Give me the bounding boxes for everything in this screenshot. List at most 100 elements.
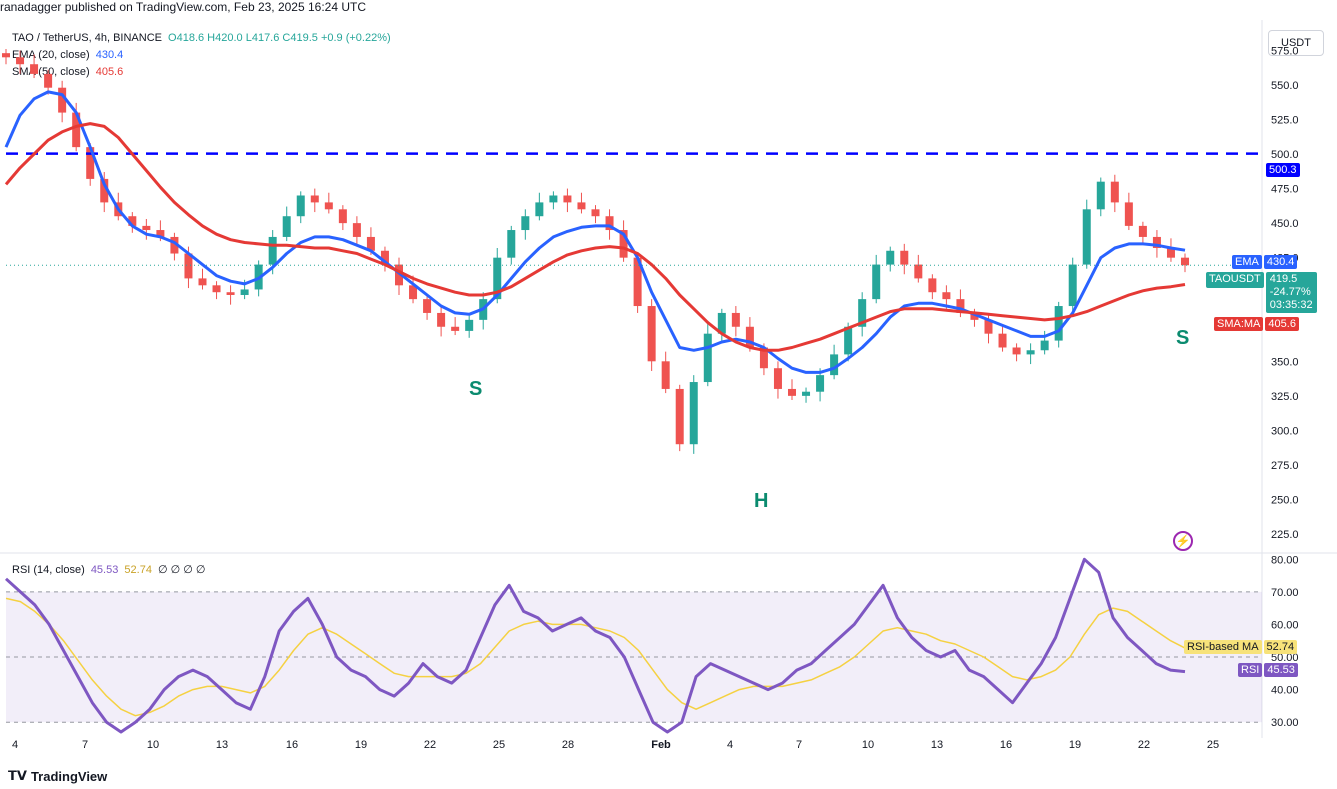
candle-body [142,225,151,231]
candle-body [451,326,460,331]
time-tick-label: 7 [796,739,802,751]
ema-legend-label: EMA (20, close) [12,49,90,61]
ohlc-values: O418.6 H420.0 L417.6 C419.5 +0.9 (+0.22%… [168,32,391,44]
right-shoulder-label: S [1176,327,1190,349]
candle-body [156,230,165,237]
sma-tag-name: SMA:MA [1214,317,1264,331]
time-tick-label: 7 [82,739,88,751]
time-tick-label: 19 [1069,739,1081,751]
tv-logo-icon: 𝗧𝗩 [8,768,27,783]
candle-body [465,319,474,331]
candle-body [16,57,25,65]
rsi-background [6,591,1262,723]
candle-body [282,216,291,237]
candle-body [170,236,179,254]
candle-body [1181,257,1189,266]
time-tick-label: 13 [931,739,943,751]
candle-body [591,209,600,217]
candle-body [773,368,782,389]
lightning-icon[interactable]: ⚡ [1173,531,1193,551]
price-tick-label: 275.0 [1271,460,1299,472]
rsi-tick-label: 60.00 [1271,619,1299,631]
time-tick-label: 22 [1138,739,1150,751]
candle-body [563,195,572,203]
candle-body [240,289,249,295]
bar-countdown: 03:35:32 [1269,299,1313,311]
currency-button[interactable]: USDT [1268,30,1324,56]
last-price-box: 419.5 -24.77% 03:35:32 [1265,272,1317,313]
sma-tag-value: 405.6 [1265,317,1299,331]
candle-body [984,319,993,334]
price-grid [0,20,1337,738]
candle-body [900,250,909,265]
ema-legend[interactable]: EMA (20, close) 430.4 [12,49,126,61]
candle-body [1082,209,1091,265]
time-tick-label: 10 [862,739,874,751]
candle-body [830,354,839,376]
resistance-price-tag: 500.3 [1266,163,1300,177]
candle-body [100,178,109,203]
candle-body [619,230,628,258]
candle-body [998,333,1007,348]
rsi-ma-tag: RSI-based MA 52.74 [1184,640,1298,654]
rsi-ma-tag-value: 52.74 [1263,640,1298,654]
candle-body [816,375,825,392]
sma-legend-value: 405.6 [95,66,124,78]
candle-body [493,257,502,300]
rsi-legend[interactable]: RSI (14, close) 45.53 52.74 ∅ ∅ ∅ ∅ [12,563,209,576]
price-tick-label: 575.0 [1271,45,1299,57]
left-shoulder-label: S [469,378,483,400]
candle-body [1138,225,1147,237]
time-tick-label: 22 [424,739,436,751]
candle-body [437,312,446,327]
candle-body [872,264,881,300]
candle-body [1166,248,1175,258]
time-tick-label: 19 [355,739,367,751]
rsi-tag-value: 45.53 [1264,663,1298,677]
candle-body [703,333,712,383]
candle-body [507,230,516,258]
candle-body [1152,236,1161,248]
candle-body [928,278,937,293]
price-tick-label: 525.0 [1271,114,1299,126]
rsi-axis: 30.00 40.00 50.00 60.00 70.00 80.00 [1271,554,1299,729]
published-line: ranadagger published on TradingView.com,… [0,0,367,14]
rsi-ma-line [5,597,1186,717]
candle-body [72,112,81,148]
rsi-tag-name: RSI [1238,663,1263,677]
time-tick-label: 16 [1000,739,1012,751]
rsi-legend-label: RSI (14, close) [12,564,85,576]
candle-body [324,202,333,210]
candle-body [759,347,768,369]
candle-body [1026,350,1035,355]
rsi-tick-label: 40.00 [1271,685,1299,697]
candle-body [352,223,361,237]
candle-body [675,388,684,445]
candle-body [380,250,389,265]
price-tick-label: 225.0 [1271,529,1299,541]
symbol-label[interactable]: TAO / TetherUS, 4h, BINANCE [12,32,162,44]
candle-body [30,64,39,74]
rsi-tick-label: 80.00 [1271,554,1299,566]
candle-body [647,306,656,362]
candle-body [212,285,221,293]
candle-body [198,278,207,286]
rsi-tick-label: 50.00 [1271,652,1299,664]
tradingview-logo[interactable]: 𝗧𝗩 TradingView [8,768,107,784]
candle-body [44,73,53,88]
price-tick-label: 475.0 [1271,184,1299,196]
candle-body [310,195,319,203]
candle-body [521,216,530,231]
candle-body [731,312,740,327]
rsi-line [4,557,1186,734]
candle-body [689,382,698,445]
time-tick-label: 13 [216,739,228,751]
candle-body [409,285,418,300]
candle-body [226,292,235,295]
candle-body [1040,340,1049,351]
candle-body [423,299,432,313]
candle-body [717,312,726,334]
indicator-lines [4,90,1262,734]
rsi-legend-value: 45.53 [90,564,119,576]
